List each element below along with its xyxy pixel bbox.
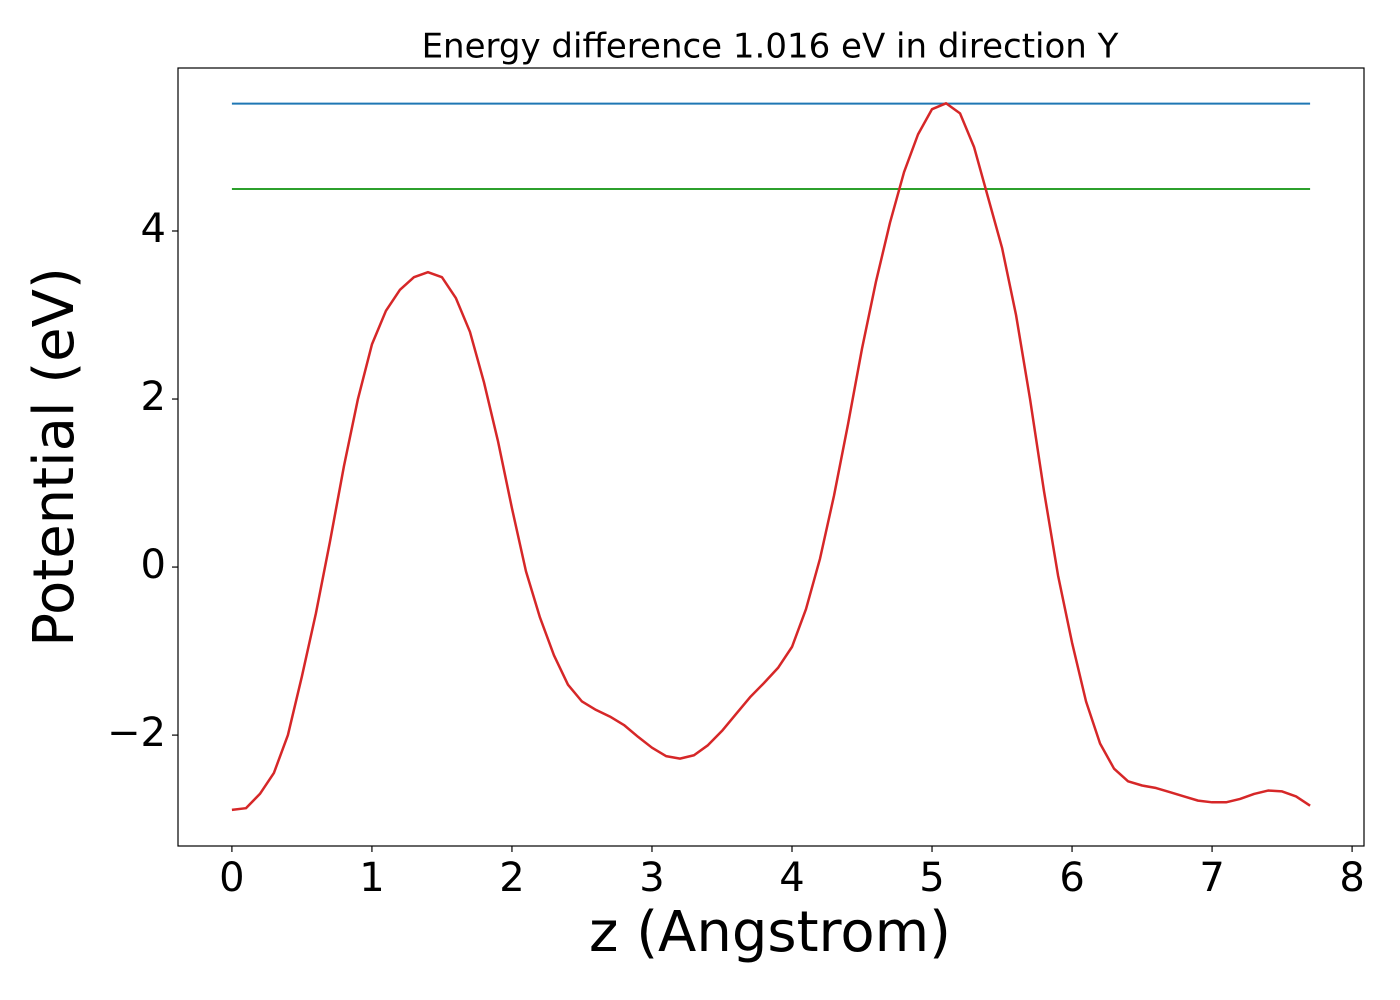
y-tick-label: 0	[141, 542, 166, 588]
y-tick-label: 2	[141, 374, 166, 420]
x-tick-label: 4	[779, 855, 804, 901]
x-tick-label: 0	[219, 855, 244, 901]
y-tick-label: 4	[141, 206, 166, 252]
x-tick-label: 5	[919, 855, 944, 901]
x-tick-label: 3	[639, 855, 664, 901]
x-tick-label: 1	[359, 855, 384, 901]
y-tick-label: −2	[107, 710, 166, 756]
y-axis-label: Potential (eV)	[22, 267, 87, 647]
data-line	[231, 102, 1311, 812]
chart-title: Energy difference 1.016 eV in direction …	[422, 27, 1119, 67]
x-tick-label: 7	[1199, 855, 1224, 901]
x-axis-label: z (Angstrom)	[589, 900, 951, 965]
x-tick-label: 6	[1059, 855, 1084, 901]
x-tick-label: 2	[499, 855, 524, 901]
plot-frame	[177, 67, 1365, 847]
x-tick-label: 8	[1339, 855, 1364, 901]
